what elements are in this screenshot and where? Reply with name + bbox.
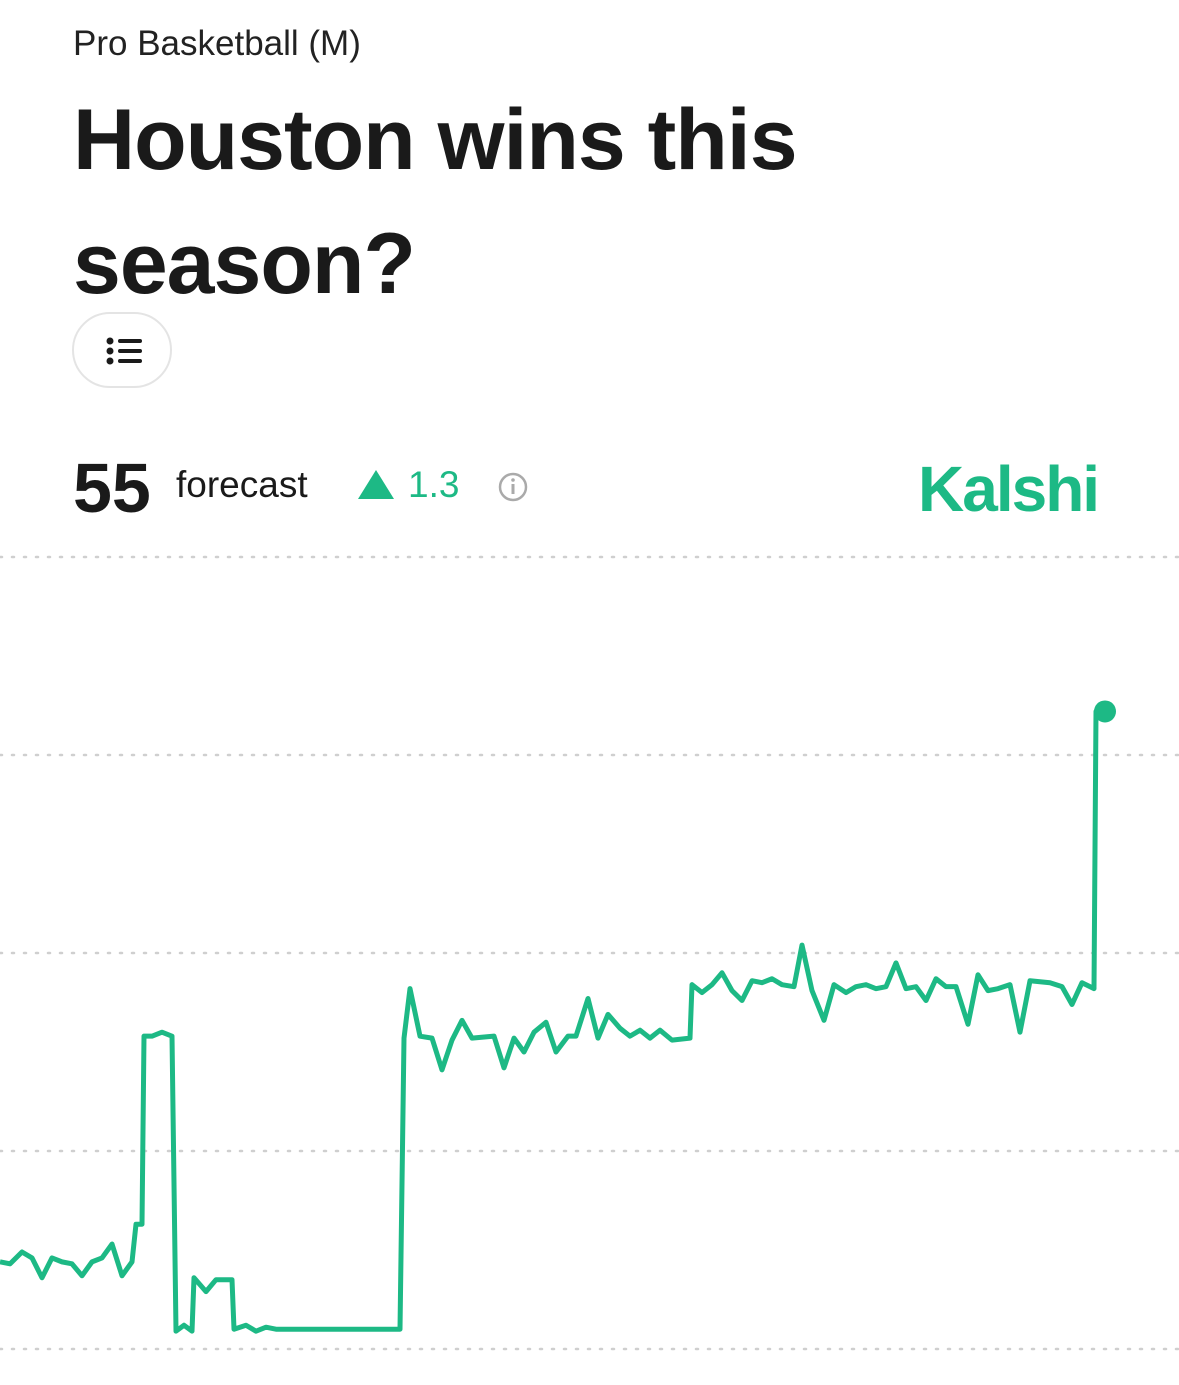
info-icon[interactable]: [496, 470, 530, 504]
line: [0, 708, 1105, 1334]
chart: [0, 555, 1179, 1351]
list-icon: [106, 337, 142, 365]
forecast-label: forecast: [176, 464, 308, 505]
list-button[interactable]: [72, 312, 172, 388]
forecast-value: 55: [73, 449, 151, 527]
brand-logo: Kalshi: [918, 453, 1100, 525]
category: Pro Basketball (M): [73, 24, 361, 63]
end-dot: [1094, 700, 1116, 723]
market-title: Houston wins this season?: [73, 92, 798, 312]
forecast-change: 1.3: [408, 464, 460, 505]
up-arrow: [358, 470, 394, 499]
